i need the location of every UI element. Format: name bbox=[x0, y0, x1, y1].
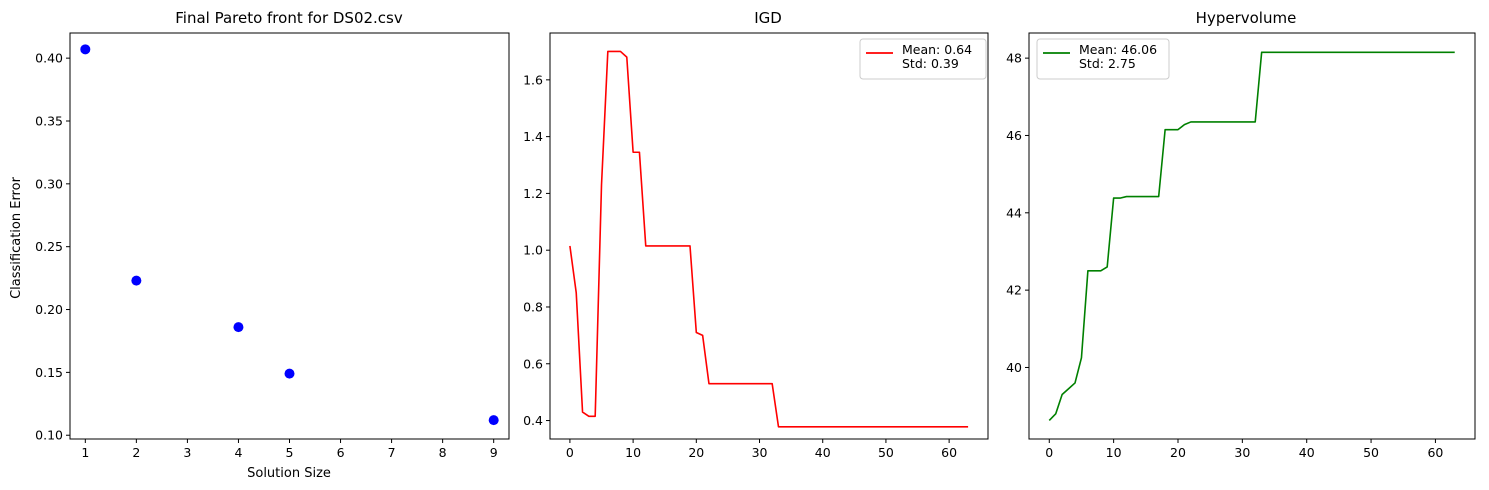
igd-xtick-label-4: 40 bbox=[815, 445, 831, 460]
pareto-ytick-label-3: 0.25 bbox=[35, 239, 63, 254]
pareto-xtick-label-4: 5 bbox=[286, 445, 294, 460]
pareto-xtick-label-5: 6 bbox=[337, 445, 345, 460]
igd-ytick-label-0: 0.4 bbox=[523, 413, 543, 428]
pareto-xtick-label-1: 2 bbox=[132, 445, 140, 460]
hypervolume-xtick-label-0: 0 bbox=[1045, 445, 1053, 460]
igd-title: IGD bbox=[754, 9, 782, 27]
pareto-front-panel: Final Pareto front for DS02.csv Solution… bbox=[9, 9, 510, 481]
pareto-point-0 bbox=[80, 44, 91, 55]
igd-panel: IGD 0 10 20 30 40 50 60 0.4 0.6 0.8 1.0 1.2 1.4 1.6 Me… bbox=[523, 9, 989, 460]
pareto-point-3 bbox=[284, 368, 295, 379]
igd-ytick-label-5: 1.4 bbox=[523, 129, 543, 144]
igd-xtick-label-0: 0 bbox=[566, 445, 574, 460]
hypervolume-legend-line-0: Mean: 46.06 bbox=[1079, 42, 1157, 57]
pareto-xtick-label-2: 3 bbox=[183, 445, 191, 460]
pareto-xtick-label-7: 8 bbox=[439, 445, 447, 460]
igd-ytick-label-3: 1.0 bbox=[523, 243, 543, 258]
pareto-xtick-label-8: 9 bbox=[490, 445, 498, 460]
igd-legend-line-1: Std: 0.39 bbox=[902, 56, 959, 71]
pareto-ytick-label-1: 0.15 bbox=[35, 365, 63, 380]
igd-ytick-label-2: 0.8 bbox=[523, 299, 543, 314]
hypervolume-xtick-label-1: 10 bbox=[1106, 445, 1122, 460]
pareto-xlabel: Solution Size bbox=[247, 466, 331, 481]
hypervolume-panel: Hypervolume 0 10 20 30 40 50 60 40 42 44 46 48 Mean:… bbox=[1006, 9, 1476, 460]
hypervolume-xtick-label-6: 60 bbox=[1427, 445, 1443, 460]
hypervolume-ytick-label-3: 46 bbox=[1006, 128, 1022, 143]
hypervolume-ytick-label-2: 44 bbox=[1006, 205, 1022, 220]
hypervolume-legend-box bbox=[1036, 38, 1170, 80]
hypervolume-axes-frame bbox=[1028, 32, 1476, 440]
pareto-ytick-label-0: 0.10 bbox=[35, 428, 63, 443]
pareto-ytick-label-2: 0.20 bbox=[35, 302, 63, 317]
igd-xtick-label-1: 10 bbox=[625, 445, 641, 460]
pareto-ylabel: Classification Error bbox=[9, 176, 24, 298]
hypervolume-legend-line-1: Std: 2.75 bbox=[1079, 56, 1136, 71]
hypervolume-ytick-label-4: 48 bbox=[1006, 51, 1022, 66]
hypervolume-xtick-label-3: 30 bbox=[1234, 445, 1250, 460]
hypervolume-series-line-0 bbox=[1048, 51, 1455, 422]
pareto-point-1 bbox=[131, 275, 142, 286]
igd-ytick-label-1: 0.6 bbox=[523, 356, 543, 371]
hypervolume-xtick-label-2: 20 bbox=[1170, 445, 1186, 460]
pareto-point-2 bbox=[233, 322, 244, 333]
hypervolume-title: Hypervolume bbox=[1196, 9, 1297, 27]
igd-xtick-label-5: 50 bbox=[878, 445, 894, 460]
pareto-point-4 bbox=[488, 415, 499, 426]
pareto-ytick-label-6: 0.40 bbox=[35, 51, 63, 66]
hypervolume-ytick-label-1: 42 bbox=[1006, 283, 1022, 298]
igd-ytick-label-6: 1.6 bbox=[523, 72, 543, 87]
hypervolume-xtick-label-4: 40 bbox=[1299, 445, 1315, 460]
igd-legend-box bbox=[859, 38, 987, 80]
pareto-title: Final Pareto front for DS02.csv bbox=[175, 9, 403, 27]
hypervolume-xtick-label-5: 50 bbox=[1363, 445, 1379, 460]
pareto-xtick-label-0: 1 bbox=[81, 445, 89, 460]
igd-xtick-label-6: 60 bbox=[941, 445, 957, 460]
igd-xtick-label-3: 30 bbox=[752, 445, 768, 460]
igd-series-line-0 bbox=[569, 50, 969, 428]
hypervolume-ytick-label-0: 40 bbox=[1006, 360, 1022, 375]
igd-ytick-label-4: 1.2 bbox=[523, 186, 543, 201]
igd-xtick-label-2: 20 bbox=[688, 445, 704, 460]
pareto-xtick-label-6: 7 bbox=[388, 445, 396, 460]
pareto-ytick-label-4: 0.30 bbox=[35, 176, 63, 191]
igd-legend-line-0: Mean: 0.64 bbox=[902, 42, 972, 57]
igd-axes-frame bbox=[549, 32, 989, 440]
pareto-xtick-label-3: 4 bbox=[234, 445, 242, 460]
pareto-ytick-label-5: 0.35 bbox=[35, 113, 63, 128]
